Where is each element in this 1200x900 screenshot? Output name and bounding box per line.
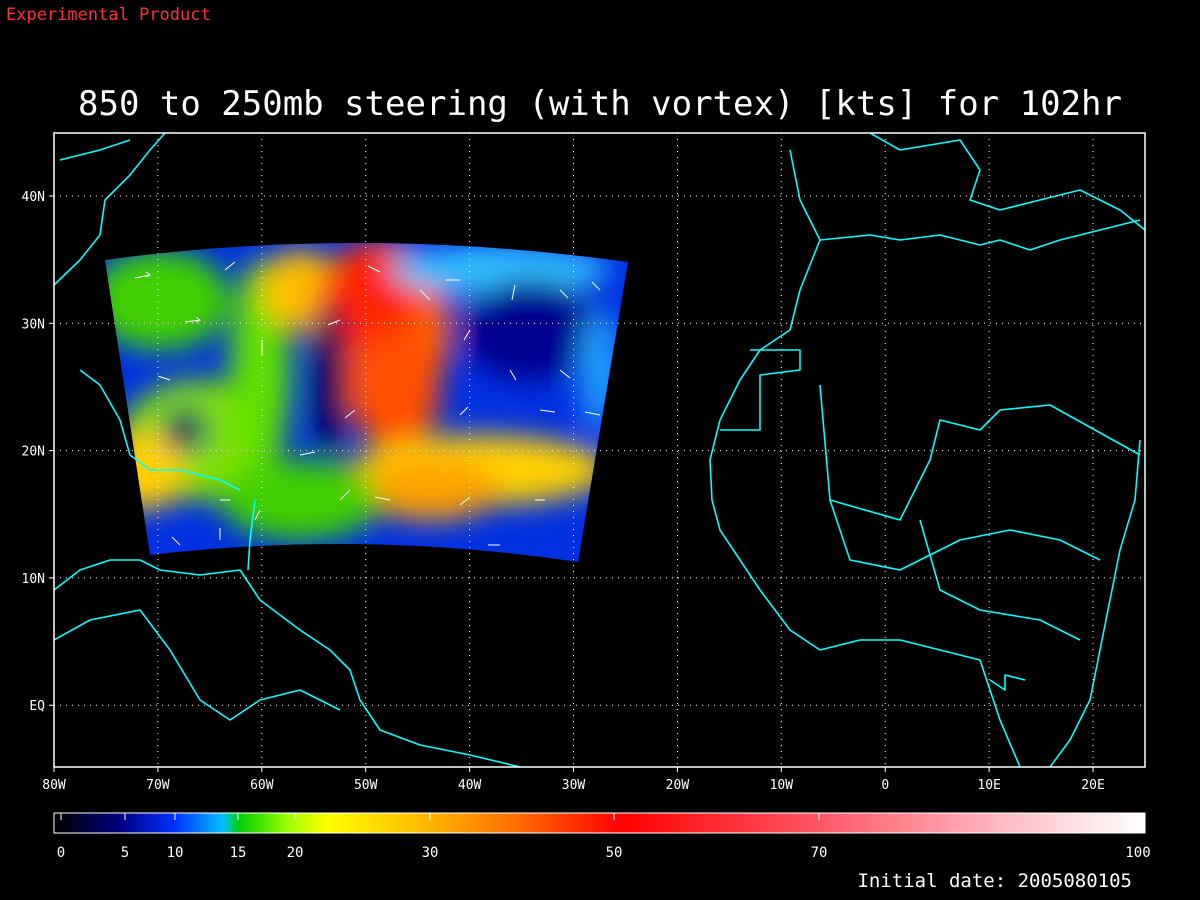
y-tick-label: 40N bbox=[22, 190, 45, 205]
wind-field bbox=[105, 242, 628, 562]
x-tick-label: 10E bbox=[977, 778, 1000, 793]
colorbar-label: 0 bbox=[57, 845, 65, 861]
colorbar-label: 50 bbox=[606, 845, 623, 861]
note: Experimental Product bbox=[6, 5, 211, 25]
title: 850 to 250mb steering (with vortex) [kts… bbox=[78, 84, 1122, 124]
colorbar-label: 10 bbox=[167, 845, 184, 861]
colorbar bbox=[53, 812, 1146, 834]
colorbar-label: 20 bbox=[287, 845, 304, 861]
colorbar-ticks: 0 5 10 15 20 30 50 70 100 bbox=[57, 813, 1151, 861]
colorbar-label: 30 bbox=[422, 845, 439, 861]
x-tick-label: 0 bbox=[881, 778, 889, 793]
map-frame bbox=[53, 132, 1146, 768]
y-tick-label: 30N bbox=[22, 317, 45, 332]
initial-date: Initial date: 2005080105 bbox=[857, 870, 1132, 892]
x-tick-label: 20E bbox=[1081, 778, 1104, 793]
y-tick-label: EQ bbox=[29, 699, 45, 714]
colorbar-label: 5 bbox=[121, 845, 129, 861]
x-tick-label: 30W bbox=[562, 778, 586, 793]
x-tick-labels: 80W 70W 60W 50W 40W 30W 20W 10W 0 10E 20E bbox=[42, 778, 1105, 793]
colorbar-label: 100 bbox=[1125, 845, 1150, 861]
x-tick-label: 20W bbox=[666, 778, 690, 793]
x-tick-label: 80W bbox=[42, 778, 66, 793]
y-tick-labels: 40N 30N 20N 10N EQ bbox=[22, 190, 46, 714]
colorbar-label: 70 bbox=[811, 845, 828, 861]
x-tick-label: 60W bbox=[250, 778, 274, 793]
x-tick-label: 50W bbox=[354, 778, 378, 793]
y-tick-label: 20N bbox=[22, 445, 45, 460]
coastlines bbox=[54, 133, 1145, 767]
grid bbox=[49, 133, 1145, 772]
colorbar-label: 15 bbox=[230, 845, 247, 861]
x-tick-label: 70W bbox=[146, 778, 170, 793]
x-tick-label: 40W bbox=[458, 778, 482, 793]
wind-vectors bbox=[134, 261, 601, 546]
x-tick-label: 10W bbox=[770, 778, 794, 793]
y-tick-label: 10N bbox=[22, 572, 45, 587]
